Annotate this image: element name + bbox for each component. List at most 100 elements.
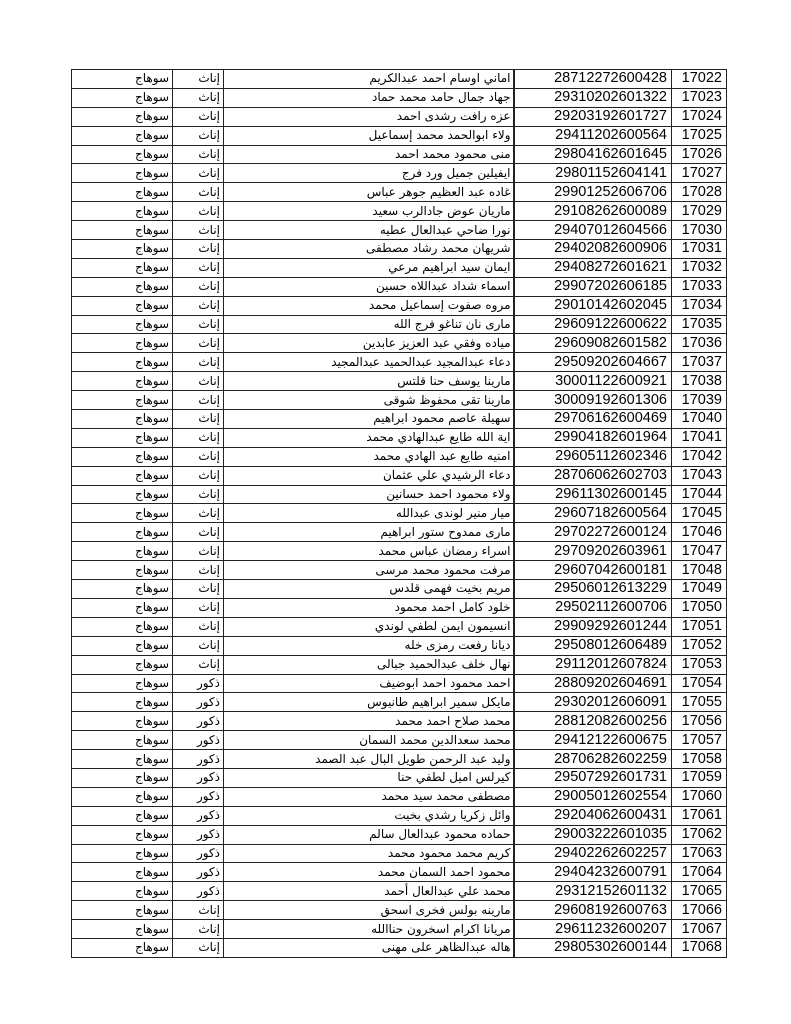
serial-cell: 17022 xyxy=(671,69,727,89)
national-id-cell: 29412122600675 xyxy=(512,730,672,751)
name-cell: مارينه بولس فخرى اسحق xyxy=(223,900,514,921)
table-row: 17031 29402082600906 شريهان محمد رشاد مصطف… xyxy=(71,239,727,259)
governorate-cell: سوهاج xyxy=(71,881,173,902)
national-id-cell: 28812082600256 xyxy=(512,711,672,732)
governorate-cell: سوهاج xyxy=(71,144,173,165)
serial-cell: 17063 xyxy=(671,843,727,864)
serial-cell: 17043 xyxy=(671,465,727,486)
table-row: 17057 29412122600675 محمد سعدالدين محمد ال… xyxy=(71,730,727,751)
gender-cell: إناث xyxy=(172,654,224,675)
serial-cell: 17027 xyxy=(671,163,727,184)
serial-cell: 17049 xyxy=(671,579,727,599)
national-id-cell: 29506012613229 xyxy=(512,579,672,599)
serial-cell: 17046 xyxy=(671,522,727,543)
name-cell: ميار منير لوندى عبدالله xyxy=(223,503,514,524)
name-cell: مرفت محمود محمد مرسى xyxy=(223,560,514,581)
governorate-cell: سوهاج xyxy=(71,371,173,392)
table-row: 17048 29607042600181 مرفت محمود محمد مرسى إ… xyxy=(71,560,727,581)
serial-cell: 17028 xyxy=(671,182,727,203)
table-row: 17037 29509202604667 دعاء عبدالمجيد عبدالح… xyxy=(71,352,727,373)
table-row: 17051 29909292601244 انسيمون ايمن لطفي لون… xyxy=(71,616,727,637)
table-row: 17047 29709202603961 اسراء رمضان عباس محمد… xyxy=(71,541,727,562)
governorate-cell: سوهاج xyxy=(71,541,173,562)
gender-cell: إناث xyxy=(172,919,224,939)
gender-cell: إناث xyxy=(172,333,224,354)
national-id-cell: 29010142602045 xyxy=(512,295,672,316)
national-id-cell: 29204062600431 xyxy=(512,805,672,826)
governorate-cell: سوهاج xyxy=(71,390,173,411)
gender-cell: إناث xyxy=(172,446,224,467)
serial-cell: 17040 xyxy=(671,409,727,429)
serial-cell: 17062 xyxy=(671,824,727,845)
serial-cell: 17056 xyxy=(671,711,727,732)
governorate-cell: سوهاج xyxy=(71,220,173,241)
national-id-cell: 29407012604566 xyxy=(512,220,672,241)
national-id-cell: 29003222601035 xyxy=(512,824,672,845)
governorate-cell: سوهاج xyxy=(71,560,173,581)
gender-cell: إناث xyxy=(172,579,224,599)
name-cell: خلود كامل احمد محمود xyxy=(223,597,514,618)
national-id-cell: 29005012602554 xyxy=(512,786,672,807)
name-cell: نورا ضاحي عبدالعال عطيه xyxy=(223,220,514,241)
gender-cell: إناث xyxy=(172,522,224,543)
serial-cell: 17051 xyxy=(671,616,727,637)
governorate-cell: سوهاج xyxy=(71,446,173,467)
gender-cell: إناث xyxy=(172,201,224,222)
gender-cell: إناث xyxy=(172,144,224,165)
table-row: 17062 29003222601035 حماده محمود عبدالعال … xyxy=(71,824,727,845)
gender-cell: إناث xyxy=(172,465,224,486)
name-cell: ايفيلين جميل ورد فرج xyxy=(223,163,514,184)
gender-cell: إناث xyxy=(172,427,224,448)
national-id-cell: 28712272600428 xyxy=(512,69,672,89)
serial-cell: 17026 xyxy=(671,144,727,165)
table-row: 17025 29411202600564 ولاء ابوالحمد محمد إس… xyxy=(71,125,727,146)
table-row: 17039 30009192601306 مارينا تقى محفوظ شوقى… xyxy=(71,390,727,411)
name-cell: حماده محمود عبدالعال سالم xyxy=(223,824,514,845)
governorate-cell: سوهاج xyxy=(71,87,173,108)
national-id-cell: 29709202603961 xyxy=(512,541,672,562)
governorate-cell: سوهاج xyxy=(71,163,173,184)
name-cell: مروه صفوت إسماعيل محمد xyxy=(223,295,514,316)
name-cell: مياده وفقي عبد العزيز عابدين xyxy=(223,333,514,354)
governorate-cell: سوهاج xyxy=(71,711,173,732)
name-cell: محمد سعدالدين محمد السمان xyxy=(223,730,514,751)
table-row: 17065 29312152601132 محمد علي عبدالعال أحم… xyxy=(71,881,727,902)
governorate-cell: سوهاج xyxy=(71,314,173,335)
name-cell: ديانا رفعت رمزى خله xyxy=(223,635,514,656)
serial-cell: 17029 xyxy=(671,201,727,222)
governorate-cell: سوهاج xyxy=(71,597,173,618)
table-row: 17028 29901252606706 غاده عبد العظيم جوهر … xyxy=(71,182,727,203)
serial-cell: 17037 xyxy=(671,352,727,373)
governorate-cell: سوهاج xyxy=(71,201,173,222)
name-cell: اية الله طايع عبدالهادي محمد xyxy=(223,427,514,448)
serial-cell: 17042 xyxy=(671,446,727,467)
national-id-cell: 29312152601132 xyxy=(512,881,672,902)
serial-cell: 17068 xyxy=(671,937,727,958)
governorate-cell: سوهاج xyxy=(71,616,173,637)
governorate-cell: سوهاج xyxy=(71,635,173,656)
serial-cell: 17064 xyxy=(671,862,727,883)
serial-cell: 17032 xyxy=(671,257,727,278)
national-id-cell: 29909292601244 xyxy=(512,616,672,637)
table-row: 17066 29608192600763 مارينه بولس فخرى اسحق… xyxy=(71,900,727,921)
national-id-cell: 29609122600622 xyxy=(512,314,672,335)
table-row: 17063 29402262602257 كريم محمد محمود محمد ذ… xyxy=(71,843,727,864)
serial-cell: 17066 xyxy=(671,900,727,921)
name-cell: محمد علي عبدالعال أحمد xyxy=(223,881,514,902)
governorate-cell: سوهاج xyxy=(71,900,173,921)
gender-cell: إناث xyxy=(172,371,224,392)
national-id-cell: 30001122600921 xyxy=(512,371,672,392)
table-row: 17061 29204062600431 وائل زكريا رشدي بخيت ذ… xyxy=(71,805,727,826)
serial-cell: 17061 xyxy=(671,805,727,826)
gender-cell: ذكور xyxy=(172,711,224,732)
gender-cell: إناث xyxy=(172,163,224,184)
national-id-cell: 29302012606091 xyxy=(512,692,672,713)
table-row: 17049 29506012613229 مريم بخيت فهمى قلدس إن… xyxy=(71,579,727,599)
gender-cell: إناث xyxy=(172,937,224,958)
gender-cell: إناث xyxy=(172,352,224,373)
gender-cell: إناث xyxy=(172,257,224,278)
serial-cell: 17036 xyxy=(671,333,727,354)
table-row: 17054 28809202604691 احمد محمود احمد ابوضي… xyxy=(71,673,727,694)
serial-cell: 17059 xyxy=(671,767,727,788)
gender-cell: ذكور xyxy=(172,862,224,883)
